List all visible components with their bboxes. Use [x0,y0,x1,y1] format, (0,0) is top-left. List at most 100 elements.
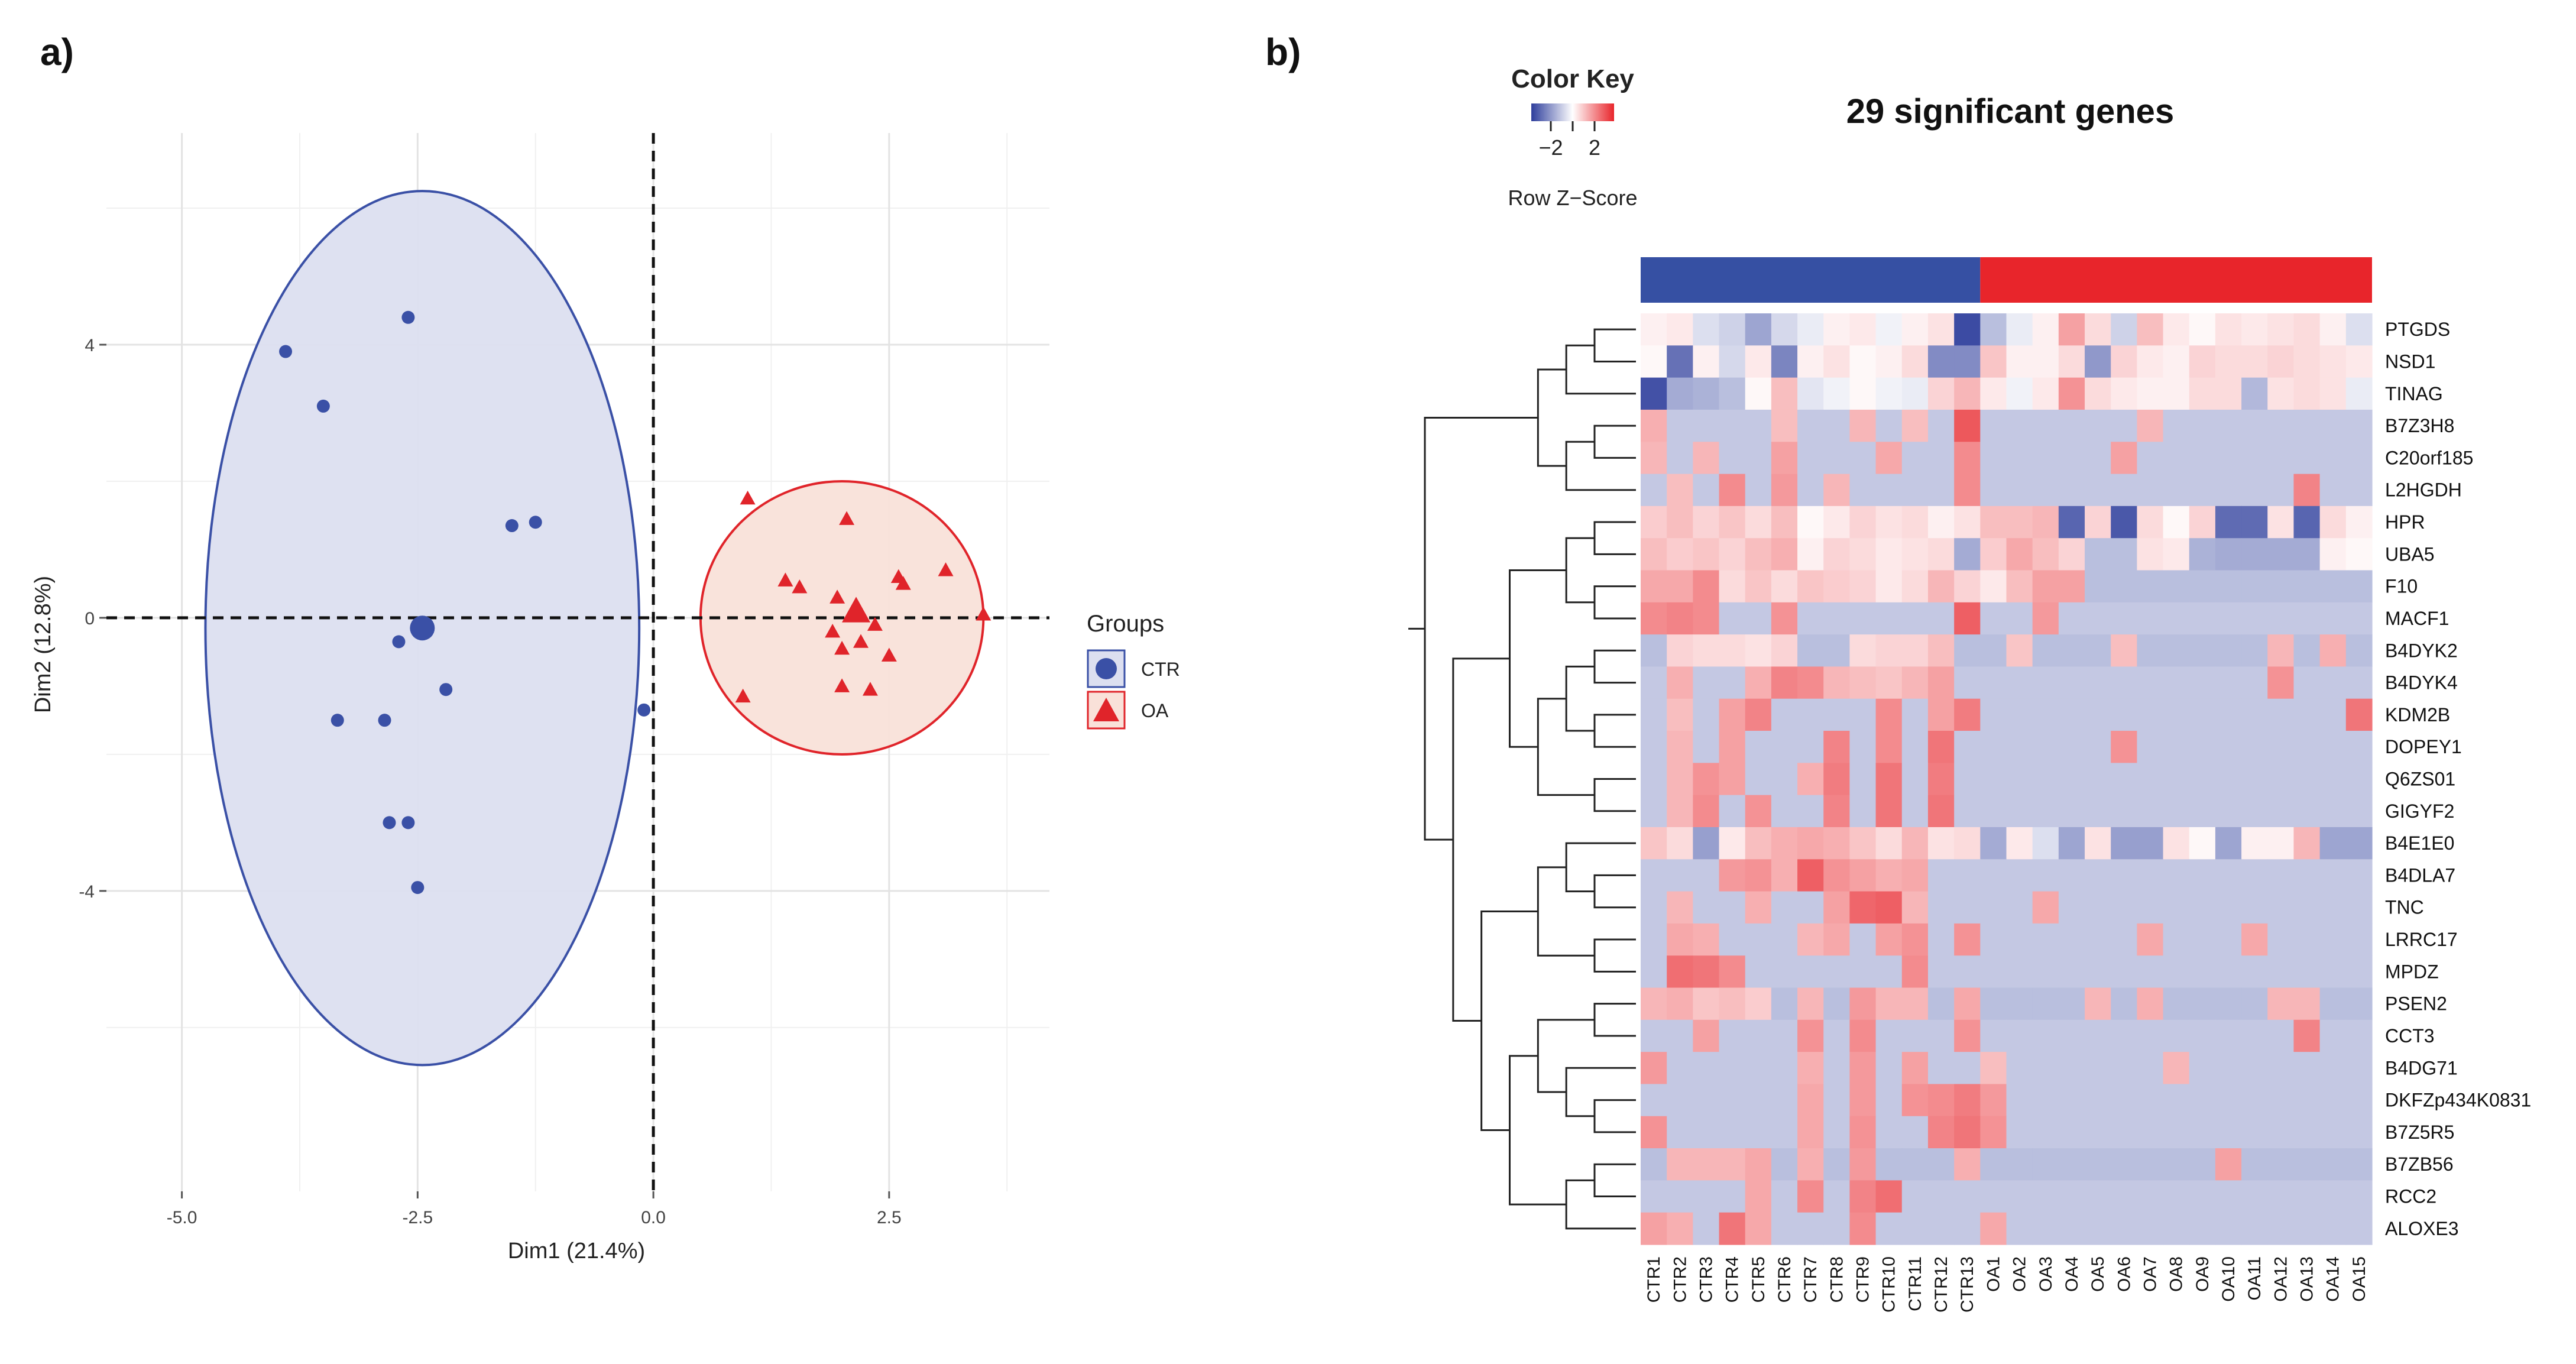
heatmap-cell [1849,442,1877,475]
heatmap-cell [1719,1148,1746,1181]
heatmap-cell [2241,731,2268,763]
heatmap-cell [1954,923,1981,956]
heatmap-cell [2319,1180,2347,1213]
heatmap-cell [2006,506,2033,539]
heatmap-cell [2085,987,2111,1020]
heatmap-cell [2267,1116,2295,1149]
heatmap-cell [2058,442,2085,475]
heatmap-cell [1823,1116,1851,1149]
heatmap-cell [2085,570,2111,603]
heatmap-cell [1823,923,1851,956]
heatmap-cell [2293,795,2321,828]
sample-label: CTR2 [1670,1256,1690,1303]
heatmap-cell [1954,506,1981,539]
heatmap-cell [1823,891,1851,924]
heatmap: PTGDS NSD1 TINAG B7Z3H8 C20orf185 L2HGDH HPR UB… [1408,257,2531,1313]
heatmap-cell [2111,506,2137,539]
heatmap-cell [2241,1212,2268,1245]
heatmap-cell [1667,955,1693,989]
heatmap-cell [1693,731,1720,763]
heatmap-cell [1745,1084,1772,1117]
data-point-oa [881,647,897,662]
x-tick-label: 2.5 [877,1208,902,1227]
heatmap-cell [1667,1212,1693,1245]
heatmap-cell [1875,666,1903,699]
heatmap-cell [2137,570,2164,603]
heatmap-cell [2215,345,2242,378]
heatmap-cell [1875,955,1903,989]
heatmap-cell [1823,987,1851,1020]
heatmap-cell [2058,955,2085,989]
heatmap-cell [1693,1212,1720,1245]
heatmap-cell [1849,409,1877,442]
sample-label: CTR1 [1644,1256,1664,1303]
heatmap-cell [1849,570,1877,603]
heatmap-cell [1693,698,1720,731]
heatmap-cell [1823,506,1851,539]
heatmap-cell [1771,570,1798,603]
heatmap-cell [1954,827,1981,860]
data-point-ctr [378,714,391,727]
heatmap-cell [2319,538,2347,571]
heatmap-cell [1745,1116,1772,1149]
heatmap-cell [1849,891,1877,924]
heatmap-cell [1693,345,1720,378]
heatmap-cell [2267,313,2295,346]
heatmap-cell [2241,923,2268,956]
heatmap-cell [2111,1148,2137,1181]
heatmap-cell [1771,1019,1798,1052]
heatmap-cell [1667,570,1693,603]
heatmap-cell [1797,1019,1824,1052]
heatmap-cell [1797,442,1824,475]
heatmap-cell [1693,923,1720,956]
heatmap-cell [1823,1180,1851,1213]
gene-label: Q6ZS01 [2385,769,2455,790]
heatmap-cell [2345,377,2373,410]
heatmap-cell [1719,442,1746,475]
heatmap-cell [1667,442,1693,475]
heatmap-cell [2137,538,2164,571]
heatmap-cell [2241,891,2268,924]
heatmap-cell [2032,1180,2059,1213]
heatmap-cell [1719,345,1746,378]
sample-label: OA1 [1984,1256,2003,1292]
heatmap-cell [2137,409,2164,442]
heatmap-cell [2137,345,2164,378]
heatmap-cell [2189,345,2216,378]
heatmap-cell [2215,1052,2242,1085]
gene-label: DKFZp434K0831 [2385,1090,2531,1111]
heatmap-cell [2189,891,2216,924]
heatmap-cell [1954,955,1981,989]
heatmap-cell [2189,923,2216,956]
heatmap-cell [1849,795,1877,828]
heatmap-cell [2293,1019,2321,1052]
heatmap-cell [1745,1212,1772,1245]
dendrogram-branch [1593,649,1636,684]
gene-label: LRRC17 [2385,929,2458,950]
heatmap-cell [2006,538,2033,571]
heatmap-cell [2137,987,2164,1020]
sample-label: CTR4 [1723,1256,1742,1303]
data-point-oa [740,490,756,505]
heatmap-cell [1797,538,1824,571]
heatmap-cell [2319,1052,2347,1085]
heatmap-cell [1980,795,2007,828]
heatmap-cell [1901,1116,1929,1149]
heatmap-cell [2215,731,2242,763]
heatmap-cell [1849,1180,1877,1213]
heatmap-cell [2032,570,2059,603]
heatmap-cell [1719,634,1746,668]
heatmap-cell [1745,955,1772,989]
heatmap-cell [1927,1019,1955,1052]
heatmap-cell [2111,409,2137,442]
heatmap-cell [1667,634,1693,668]
heatmap-cell [2006,345,2033,378]
heatmap-cell [1641,955,1667,989]
heatmap-cell [2189,538,2216,571]
heatmap-cell [1980,731,2007,763]
sample-label: CTR10 [1880,1256,1899,1313]
heatmap-cell [2085,313,2111,346]
heatmap-cell [2058,923,2085,956]
heatmap-cell [1771,377,1798,410]
x-axis-title: Dim1 (21.4%) [508,1239,645,1263]
